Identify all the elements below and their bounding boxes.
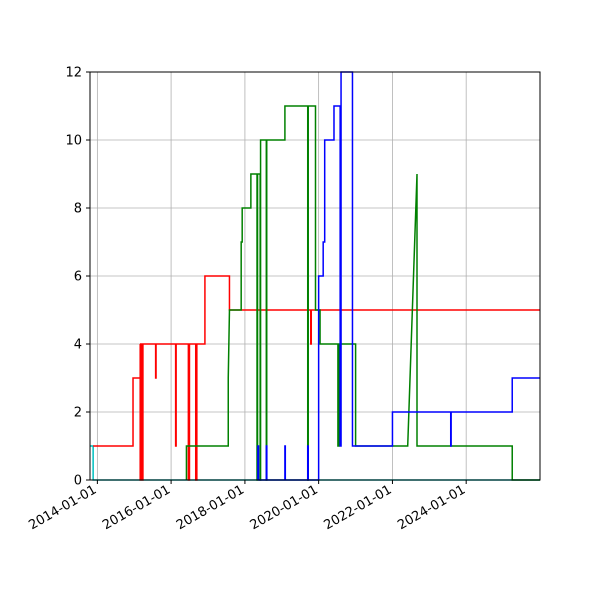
y-tick-label: 2 [74, 406, 82, 421]
series-line-3 [185, 105, 540, 481]
series-line-4 [257, 71, 540, 481]
y-axis: 0 2 4 6 8 10 12 [65, 66, 90, 489]
series-line-2 [93, 275, 540, 481]
y-tick-label: 10 [65, 134, 82, 149]
y-tick-label: 8 [74, 202, 82, 217]
y-tick-label: 0 [74, 474, 82, 489]
y-tick-label: 12 [65, 66, 82, 81]
y-tick-label: 6 [74, 270, 82, 285]
y-tick-label: 4 [74, 338, 82, 353]
